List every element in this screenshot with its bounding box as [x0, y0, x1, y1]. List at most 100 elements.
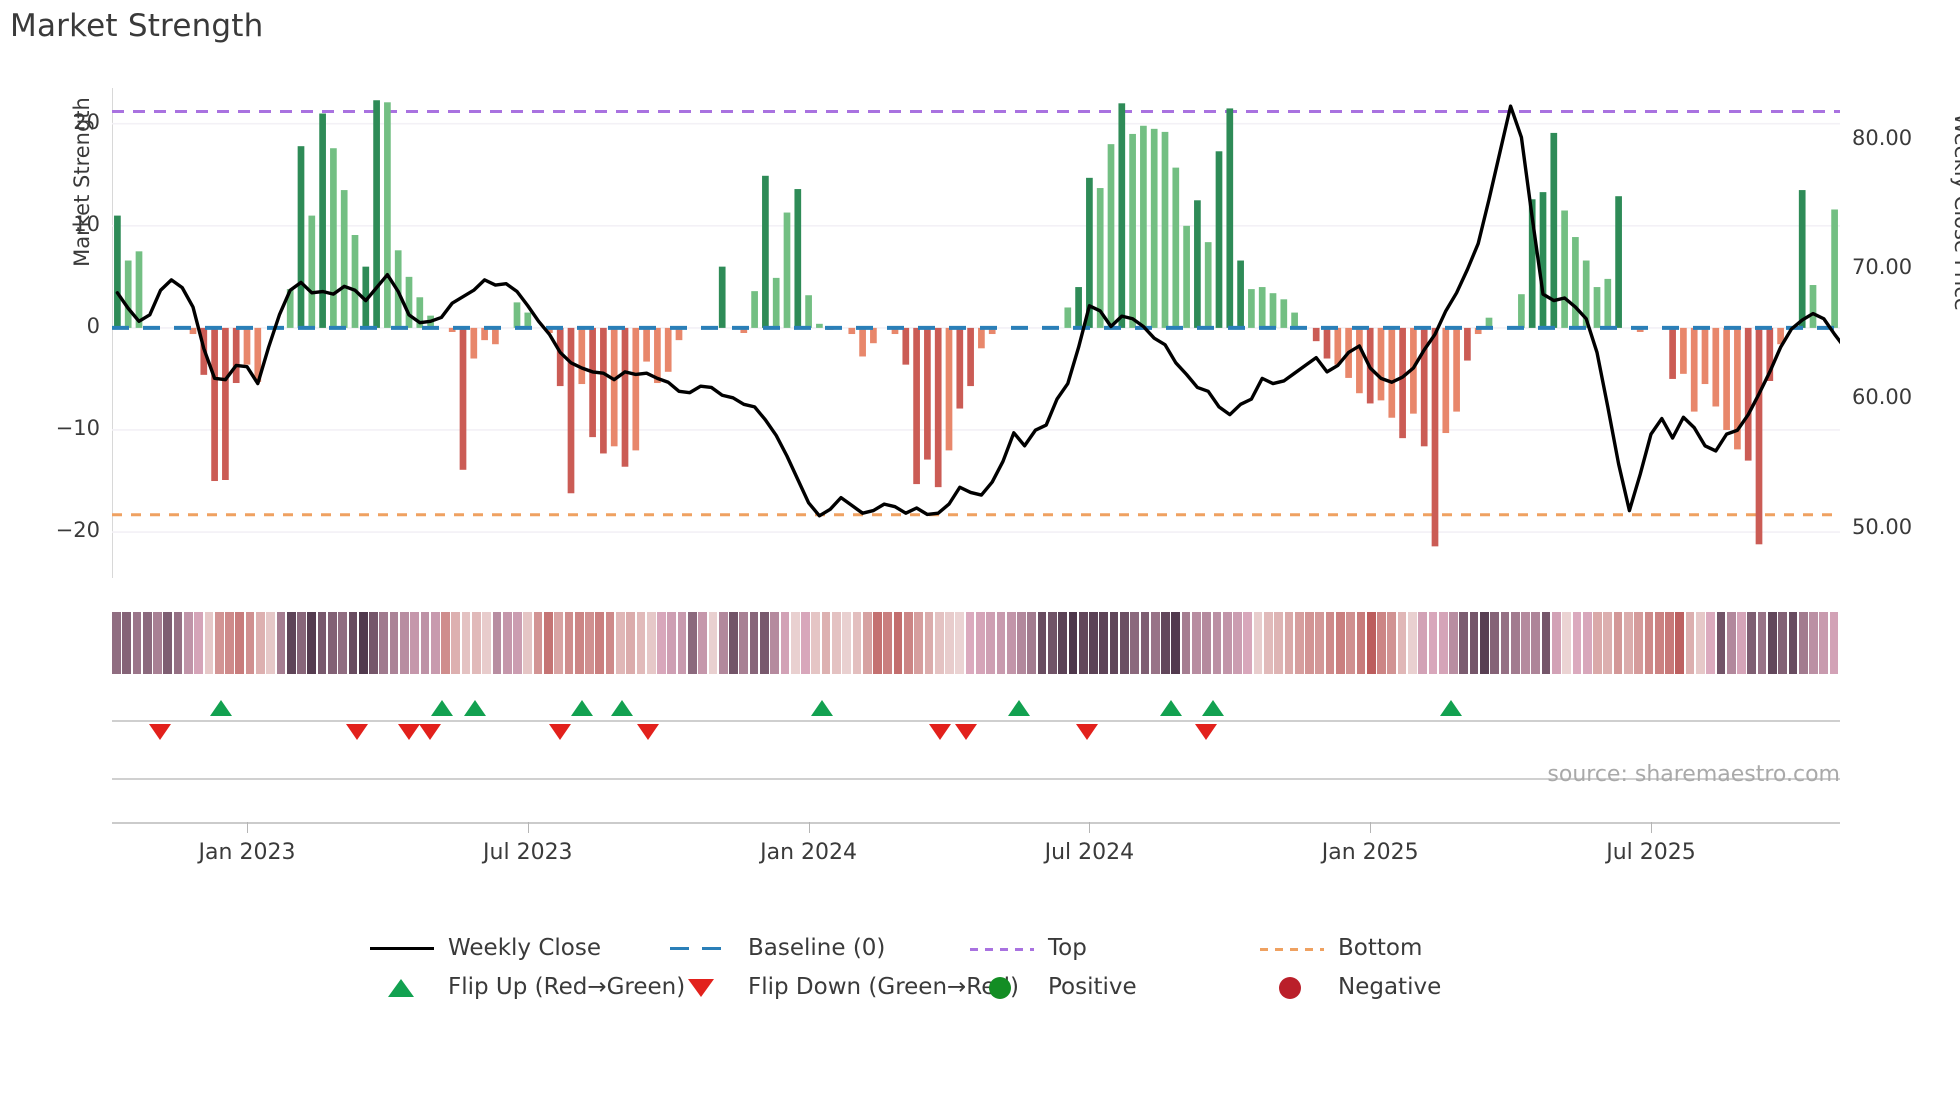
heat-cell — [1768, 612, 1777, 674]
heat-cell — [1048, 612, 1057, 674]
strength-bar — [189, 327, 197, 335]
heat-cell — [1438, 612, 1448, 674]
flip-down-marker — [1194, 724, 1217, 740]
strength-bar — [1107, 144, 1115, 328]
strength-bar — [297, 146, 305, 328]
heat-cell — [1315, 612, 1325, 674]
legend-item[interactable]: Negative — [1260, 967, 1441, 1006]
strength-bar — [1237, 260, 1244, 328]
flip-down-marker — [928, 724, 951, 740]
heat-cell — [153, 612, 162, 674]
strength-bar — [1323, 327, 1331, 359]
strength-bar — [1431, 327, 1439, 547]
strength-bar — [211, 327, 218, 482]
heat-cell — [657, 612, 666, 674]
heat-cell — [1531, 612, 1541, 674]
heat-cell — [472, 612, 481, 674]
heat-cell — [1253, 612, 1263, 674]
legend-item[interactable]: Top — [970, 928, 1087, 967]
strength-bar — [772, 277, 780, 328]
heat-cell — [1006, 612, 1016, 674]
circle-green-icon — [970, 976, 1034, 999]
heat-cell — [1336, 612, 1345, 674]
strength-bar — [783, 212, 791, 328]
legend-item-label: Weekly Close — [448, 934, 601, 961]
legend-item[interactable]: Bottom — [1260, 928, 1422, 967]
heat-cell — [914, 612, 923, 674]
strength-bar — [718, 266, 726, 328]
heat-cell — [1449, 612, 1458, 674]
strength-bar — [351, 235, 359, 328]
heat-cell — [1819, 612, 1829, 674]
heat-cell — [1572, 612, 1582, 674]
heat-cell — [760, 612, 769, 674]
heat-cell — [1675, 612, 1685, 674]
strength-bar — [1528, 199, 1536, 328]
strength-bar — [546, 327, 553, 333]
heat-cell — [626, 612, 635, 674]
flip-up-marker — [431, 700, 454, 716]
heat-cell — [1778, 612, 1787, 674]
legend-item[interactable]: Flip Down (Green→Red) — [670, 967, 1019, 1006]
heat-cell — [1408, 612, 1417, 674]
x-axis-tick — [1651, 822, 1652, 833]
legend-item-label: Top — [1048, 934, 1087, 961]
right-tick-label: 70.00 — [1852, 255, 1913, 280]
heat-cell — [1829, 612, 1839, 674]
strength-bar — [340, 190, 348, 328]
heat-cell — [986, 612, 995, 674]
left-axis-label: Market Strength — [70, 97, 94, 267]
heat-cell — [739, 612, 749, 674]
strength-bar — [1582, 260, 1590, 328]
heat-cell — [1716, 612, 1726, 674]
circle-red-icon — [1260, 976, 1324, 999]
heat-cell — [1397, 612, 1407, 674]
legend-item[interactable]: Weekly Close — [370, 928, 601, 967]
heat-cell — [358, 612, 368, 674]
x-axis-tick — [527, 822, 529, 833]
baseline-dash-icon — [670, 938, 734, 958]
heat-cell — [893, 612, 903, 674]
plot-canvas — [112, 100, 1840, 547]
strength-bar — [1388, 327, 1396, 418]
heat-cell — [564, 612, 574, 674]
strength-bar — [286, 289, 294, 328]
flip-down-marker — [418, 724, 441, 740]
heat-cell — [708, 612, 718, 674]
strength-bar — [1140, 125, 1147, 328]
heat-cell — [235, 612, 245, 674]
heat-cell — [1480, 612, 1489, 674]
heat-cell — [646, 612, 656, 674]
strength-bar — [740, 327, 748, 333]
strength-bar — [1161, 131, 1169, 328]
strength-bar — [1593, 287, 1601, 328]
heat-cell — [554, 612, 563, 674]
legend-item[interactable]: Flip Up (Red→Green) — [370, 967, 685, 1006]
legend-row-2: Flip Up (Red→Green) Flip Down (Green→Red)… — [370, 967, 1610, 1006]
strength-bar — [416, 297, 424, 328]
heat-cell — [1500, 612, 1510, 674]
strength-bar — [924, 327, 931, 460]
strength-bar — [1518, 294, 1525, 328]
legend-item[interactable]: Positive — [970, 967, 1137, 1006]
heat-cell — [1582, 612, 1592, 674]
strength-bar — [751, 291, 758, 328]
heat-cell — [749, 612, 759, 674]
heat-cell — [410, 612, 419, 674]
strength-bar — [1744, 327, 1752, 461]
heat-cell — [451, 612, 461, 674]
heat-cell — [636, 612, 646, 674]
heat-cell — [297, 612, 306, 674]
heat-cell — [1521, 612, 1530, 674]
heat-cell — [677, 612, 687, 674]
right-axis-label: Weekly Close Price — [1950, 113, 1960, 311]
heat-cell — [502, 612, 512, 674]
strength-bar — [1734, 327, 1741, 450]
flip-up-marker — [1440, 700, 1463, 716]
legend-item[interactable]: Baseline (0) — [670, 928, 885, 967]
flip-down-marker — [149, 724, 172, 740]
heat-cell — [1428, 612, 1438, 674]
heat-cell — [1346, 612, 1355, 674]
strength-bar — [362, 266, 370, 328]
heat-cell — [976, 612, 985, 674]
